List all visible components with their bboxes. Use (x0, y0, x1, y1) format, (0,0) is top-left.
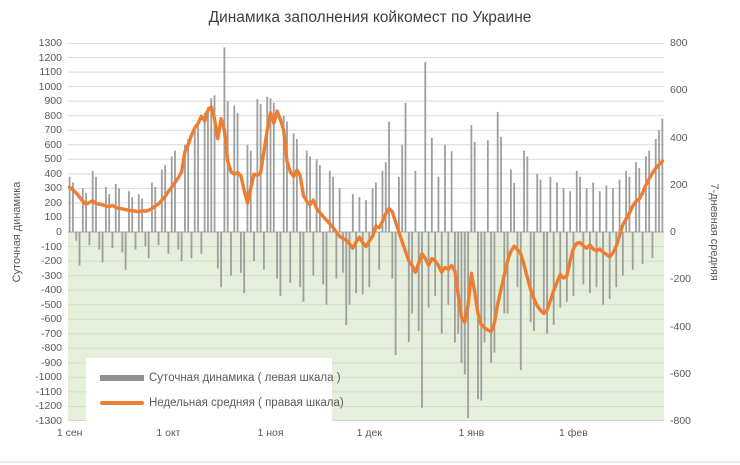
left-axis-tick-label: 700 (44, 124, 62, 137)
right-axis-tick-label: -800 (670, 415, 692, 427)
left-axis-tick-label: -1200 (35, 400, 62, 413)
left-axis-tick-label: 1200 (38, 51, 62, 64)
right-axis-tick-label: 400 (670, 131, 688, 144)
left-axis-tick-label: 900 (44, 95, 62, 108)
legend-item-daily: Суточная динамика ( левая шкала ) (100, 365, 341, 390)
left-axis-tick-label: -400 (40, 284, 62, 297)
left-axis-tick-label: -500 (40, 298, 62, 311)
chart-title: Динамика заполнения койкомест по Украине (208, 9, 532, 26)
left-axis-tick-label: 1300 (38, 37, 62, 49)
x-axis-tick-label: 1 янв (458, 427, 485, 439)
right-axis-tick-label: 200 (670, 178, 688, 191)
right-axis-tick-label: 800 (670, 37, 688, 49)
x-axis-tick-label: 1 сен (56, 427, 83, 439)
legend-label-weekly: Недельная средняя ( правая шкала) (149, 396, 344, 409)
legend-label-daily: Суточная динамика ( левая шкала ) (149, 371, 341, 384)
left-axis-tick-label: 100 (44, 211, 62, 224)
left-axis-tick-label: 400 (44, 167, 62, 180)
left-axis-tick-label: -600 (40, 313, 62, 326)
left-axis-tick-label: -300 (40, 269, 62, 282)
left-axis-tick-label: -100 (40, 240, 62, 253)
left-axis-tick-label: -700 (40, 327, 62, 340)
left-axis-tick-label: 0 (56, 226, 62, 238)
left-axis-tick-label: -800 (40, 342, 62, 355)
window-bottom-border (0, 461, 740, 463)
left-axis-tick-label: 800 (44, 109, 62, 122)
right-axis-tick-label: -200 (670, 273, 692, 286)
x-axis-tick-label: 1 ноя (257, 427, 284, 439)
left-axis-tick-label: 1000 (38, 80, 62, 93)
right-axis-tick-label: 0 (670, 226, 676, 238)
right-axis-tick-label: -600 (670, 367, 692, 380)
weekly-line-swatch (100, 400, 144, 405)
left-axis-tick-label: 500 (44, 153, 62, 166)
left-axis-tick-label: 200 (44, 196, 62, 209)
left-axis-tick-label: 300 (44, 182, 62, 195)
left-axis-tick-label: -900 (40, 356, 62, 369)
right-axis-tick-label: 600 (670, 84, 688, 97)
left-axis-tick-label: -1000 (35, 371, 62, 384)
left-axis-tick-label: 600 (44, 138, 62, 151)
left-axis-tick-label: 1100 (39, 66, 62, 79)
x-axis-tick-label: 1 дек (356, 427, 382, 439)
left-axis-tick-label: -200 (40, 255, 62, 268)
left-axis-tick-label: -1300 (35, 415, 62, 427)
x-axis-tick-label: 1 окт (156, 427, 181, 439)
x-axis-tick-label: 1 фев (559, 427, 588, 439)
weekly-average-line (68, 105, 664, 334)
daily-bars-swatch (100, 374, 144, 381)
right-axis-tick-label: -400 (670, 320, 692, 333)
legend: Суточная динамика ( левая шкала ) Недель… (86, 358, 344, 422)
left-axis-tick-label: -1100 (35, 385, 62, 398)
legend-item-weekly: Недельная средняя ( правая шкала) (100, 390, 344, 415)
